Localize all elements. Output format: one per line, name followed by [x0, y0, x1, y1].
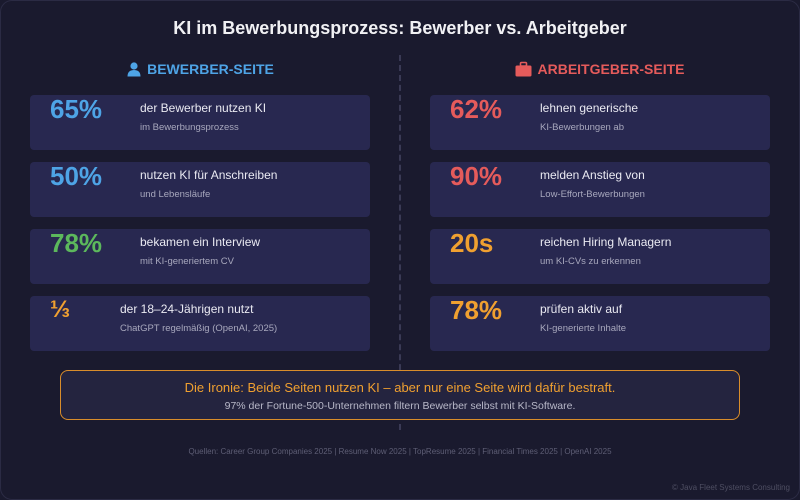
stat-detail: KI-Bewerbungen ab [540, 122, 624, 133]
briefcase-icon [515, 61, 532, 77]
applicant-stat-card: ⅓ der 18–24-Jährigen nutzt ChatGPT regel… [30, 296, 370, 351]
applicant-stat-card: 65% der Bewerber nutzen KI im Bewerbungs… [30, 95, 370, 150]
stat-detail: ChatGPT regelmäßig (OpenAI, 2025) [120, 323, 278, 334]
stat-value: 50% [50, 161, 103, 191]
stat-value: 65% [50, 94, 103, 124]
stat-value: 78% [450, 295, 503, 325]
stat-detail: im Bewerbungsprozess [140, 122, 239, 133]
stat-value: 20s [450, 228, 494, 258]
person-icon [126, 61, 142, 77]
applicant-side-label: BEWERBER-SEITE [147, 61, 274, 77]
employer-side-heading: ARBEITGEBER-SEITE [430, 61, 770, 77]
stat-value: 90% [450, 161, 503, 191]
stat-description: der 18–24-Jährigen nutzt [120, 302, 254, 316]
stat-value: 62% [450, 94, 503, 124]
stat-detail: Low-Effort-Bewerbungen [540, 189, 645, 200]
column-divider [399, 55, 401, 430]
stat-detail: KI-generierte Inhalte [540, 323, 627, 334]
irony-headline: Die Ironie: Beide Seiten nutzen KI – abe… [184, 380, 616, 395]
stat-description: bekamen ein Interview [140, 235, 261, 249]
copyright-notice: © Java Fleet Systems Consulting [672, 483, 790, 492]
stat-description: melden Anstieg von [540, 168, 645, 182]
stat-value: ⅓ [50, 296, 71, 323]
employer-stat-card: 20s reichen Hiring Managern um KI-CVs zu… [430, 229, 770, 284]
applicant-side-heading: BEWERBER-SEITE [30, 61, 370, 77]
stat-detail: um KI-CVs zu erkennen [540, 256, 641, 267]
stat-description: prüfen aktiv auf [540, 302, 623, 316]
page-title: KI im Bewerbungsprozess: Bewerber vs. Ar… [173, 18, 627, 38]
employer-stat-card: 78% prüfen aktiv auf KI-generierte Inhal… [430, 296, 770, 351]
stat-detail: mit KI-generiertem CV [140, 256, 234, 267]
employer-stat-card: 62% lehnen generische KI-Bewerbungen ab [430, 95, 770, 150]
stat-detail: und Lebensläufe [140, 189, 211, 200]
stat-value: 78% [50, 228, 103, 258]
applicant-stat-card: 78% bekamen ein Interview mit KI-generie… [30, 229, 370, 284]
sources-footnote: Quellen: Career Group Companies 2025 | R… [188, 447, 612, 456]
applicant-stat-card: 50% nutzen KI für Anschreiben und Lebens… [30, 162, 370, 217]
employer-stat-card: 90% melden Anstieg von Low-Effort-Bewerb… [430, 162, 770, 217]
stat-description: nutzen KI für Anschreiben [140, 168, 278, 182]
irony-callout: Die Ironie: Beide Seiten nutzen KI – abe… [60, 370, 740, 420]
employer-side-label: ARBEITGEBER-SEITE [537, 61, 685, 77]
stat-description: der Bewerber nutzen KI [140, 101, 267, 115]
stat-description: reichen Hiring Managern [540, 235, 672, 249]
stat-description: lehnen generische [540, 101, 639, 115]
irony-subline: 97% der Fortune-500-Unternehmen filtern … [224, 400, 576, 412]
